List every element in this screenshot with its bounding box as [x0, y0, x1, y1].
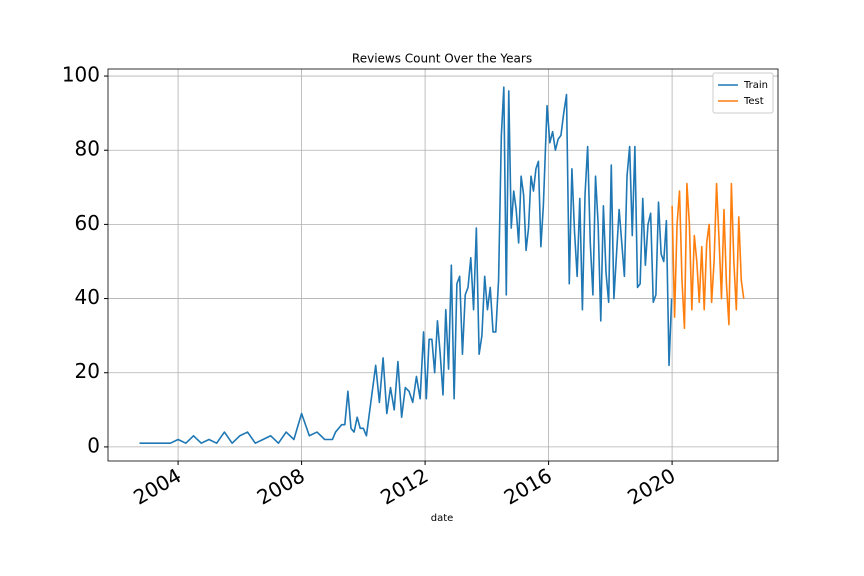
y-tick-label: 20 [75, 359, 100, 383]
legend-box [712, 72, 774, 114]
line-series [671, 182, 745, 330]
x-tick-label: 2016 [500, 463, 556, 509]
x-axis-label: date [431, 513, 454, 524]
line-series [139, 86, 673, 444]
x-tick-label: 2008 [253, 463, 309, 509]
y-tick-label: 0 [87, 433, 100, 457]
x-tick-label: 2004 [129, 463, 185, 509]
y-tick-label: 60 [75, 211, 100, 235]
legend-label: Train [743, 80, 768, 91]
plot-frame [107, 68, 779, 462]
y-tick-label: 100 [62, 63, 100, 87]
legend-label: Test [743, 96, 764, 107]
y-tick-label: 40 [75, 285, 100, 309]
chart-title: Reviews Count Over the Years [352, 52, 532, 66]
y-tick-label: 80 [75, 137, 100, 161]
x-tick-label: 2020 [623, 463, 679, 509]
x-tick-label: 2012 [376, 463, 432, 509]
